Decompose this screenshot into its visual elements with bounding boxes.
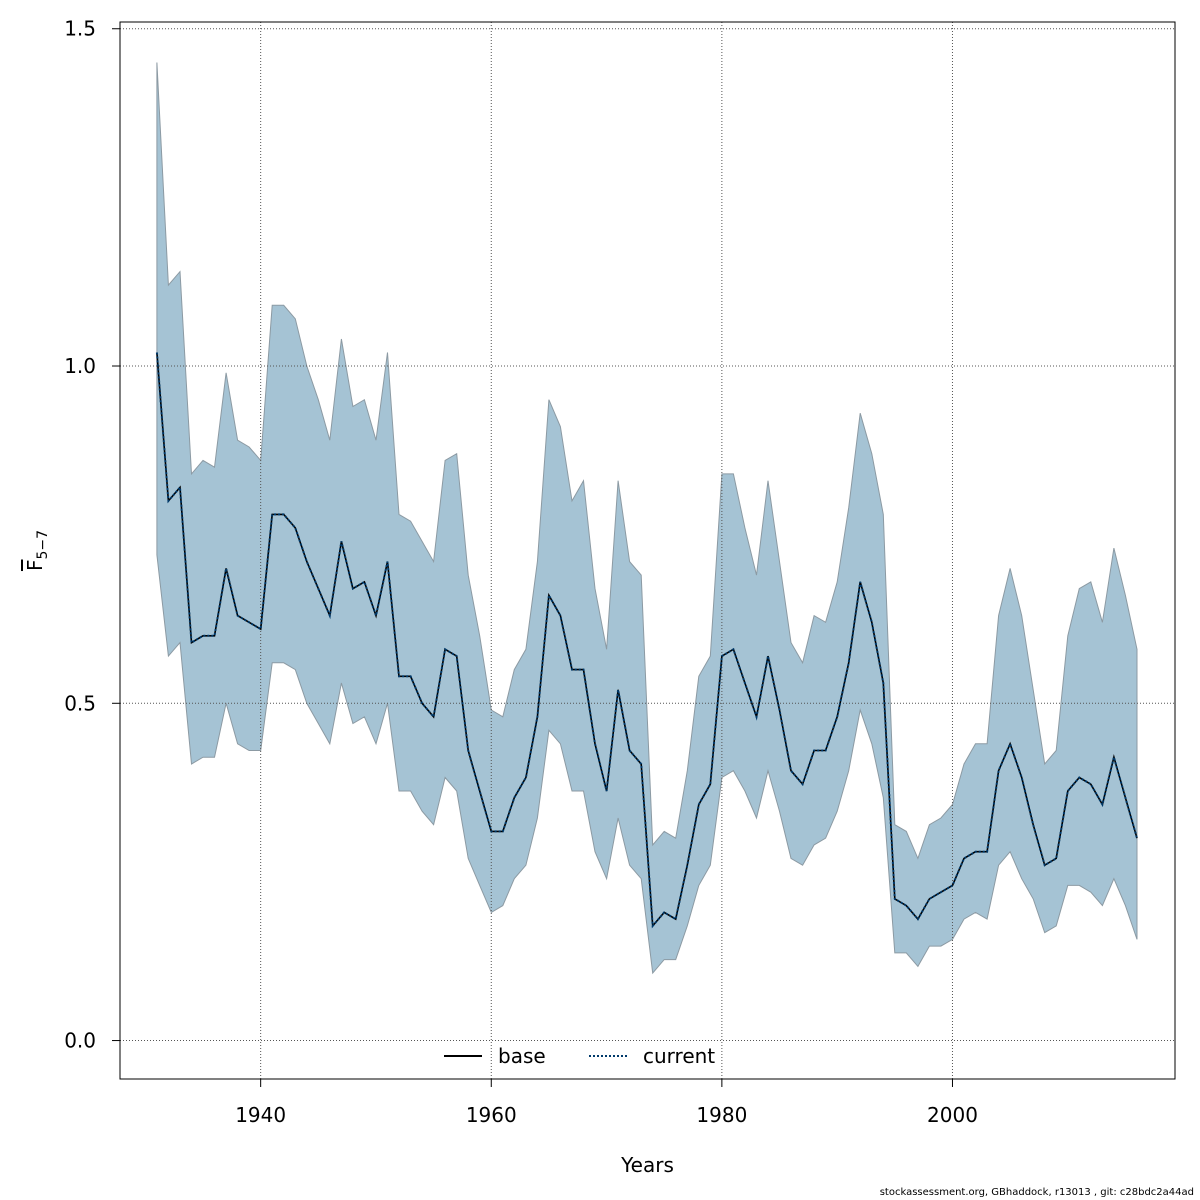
y-tick-label: 0.5: [64, 691, 96, 715]
legend-label-current: current: [643, 1044, 715, 1068]
legend-label-base: base: [498, 1044, 546, 1068]
x-axis-label: Years: [620, 1153, 674, 1177]
y-axis-label: F5−7: [23, 530, 51, 571]
y-tick-label: 1.0: [64, 354, 96, 378]
y-tick-label: 0.0: [64, 1029, 96, 1053]
y-tick-label: 1.5: [64, 17, 96, 41]
x-tick-label: 1940: [235, 1103, 286, 1127]
credit-footer: stockassessment.org, GBhaddock, r13013 ,…: [879, 1187, 1194, 1198]
legend: base current: [444, 1044, 715, 1068]
y-axis-label-text: F5−7: [23, 530, 51, 571]
confidence-band: [156, 62, 1138, 975]
x-tick-label: 2000: [927, 1103, 978, 1127]
plot-frame: [119, 21, 1176, 1080]
grid-lines: [120, 22, 1175, 1079]
series-line-current: [155, 352, 1138, 929]
x-tick-label: 1980: [696, 1103, 747, 1127]
x-tick-label: 1960: [466, 1103, 517, 1127]
